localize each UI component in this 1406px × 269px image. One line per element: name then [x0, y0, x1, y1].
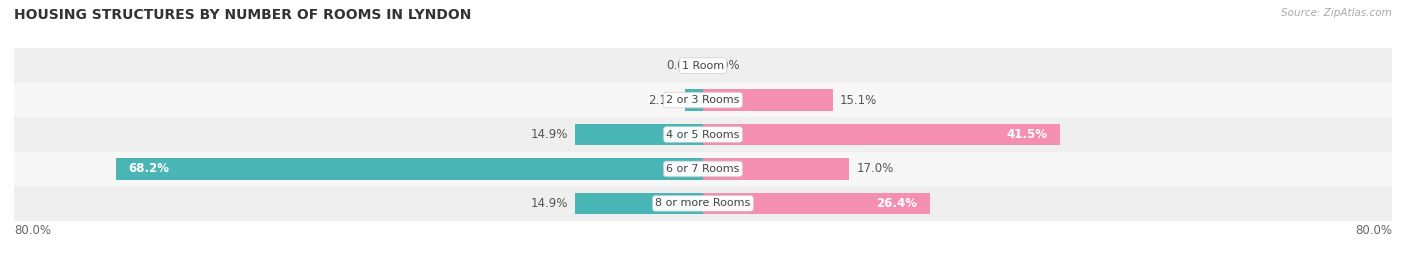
Text: 4 or 5 Rooms: 4 or 5 Rooms	[666, 129, 740, 140]
Bar	[703, 89, 832, 111]
Text: 68.2%: 68.2%	[128, 162, 170, 175]
Text: 14.9%: 14.9%	[530, 128, 568, 141]
Text: 8 or more Rooms: 8 or more Rooms	[655, 198, 751, 208]
Text: 26.4%: 26.4%	[876, 197, 918, 210]
Bar	[575, 124, 703, 145]
Text: 80.0%: 80.0%	[14, 224, 51, 237]
Text: 6 or 7 Rooms: 6 or 7 Rooms	[666, 164, 740, 174]
Bar	[575, 193, 703, 214]
Bar	[703, 124, 1060, 145]
Text: 0.0%: 0.0%	[666, 59, 696, 72]
Text: 14.9%: 14.9%	[530, 197, 568, 210]
Text: 0.0%: 0.0%	[710, 59, 740, 72]
Bar	[685, 89, 703, 111]
Text: 80.0%: 80.0%	[1355, 224, 1392, 237]
Bar	[14, 83, 1392, 117]
Text: 2.1%: 2.1%	[648, 94, 678, 107]
Text: 15.1%: 15.1%	[839, 94, 877, 107]
Text: Source: ZipAtlas.com: Source: ZipAtlas.com	[1281, 8, 1392, 18]
Text: 41.5%: 41.5%	[1007, 128, 1047, 141]
Bar	[115, 158, 703, 180]
Bar	[703, 193, 931, 214]
Bar	[14, 152, 1392, 186]
Text: 2 or 3 Rooms: 2 or 3 Rooms	[666, 95, 740, 105]
Text: 17.0%: 17.0%	[856, 162, 894, 175]
Text: 1 Room: 1 Room	[682, 61, 724, 71]
Bar	[703, 158, 849, 180]
Text: HOUSING STRUCTURES BY NUMBER OF ROOMS IN LYNDON: HOUSING STRUCTURES BY NUMBER OF ROOMS IN…	[14, 8, 471, 22]
Bar	[14, 48, 1392, 83]
Bar	[14, 186, 1392, 221]
Bar	[14, 117, 1392, 152]
